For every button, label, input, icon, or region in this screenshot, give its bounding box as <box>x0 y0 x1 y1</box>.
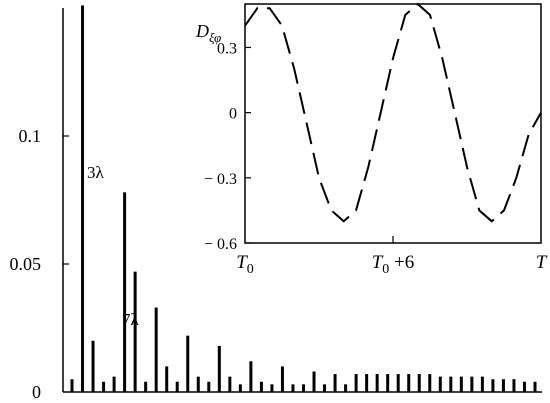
main-bar <box>396 374 400 392</box>
main-bar <box>480 376 484 392</box>
main-bar <box>386 374 390 392</box>
main-bar <box>417 374 421 392</box>
main-bar <box>291 384 295 392</box>
main-bar <box>375 374 379 392</box>
main-y-tick-label: 0.05 <box>10 254 42 274</box>
main-bar <box>144 381 148 392</box>
inset-y-label: Dξφ <box>195 21 221 45</box>
main-bar <box>133 271 137 392</box>
main-bar <box>165 366 169 392</box>
annotation-7-lambda: 7λ <box>122 310 140 329</box>
inset-x-tick-label: T <box>536 252 548 273</box>
main-bar <box>512 379 516 392</box>
main-bar <box>449 376 453 392</box>
main-bar <box>70 379 74 392</box>
inset-y-tick-label: − 0.6 <box>204 236 237 253</box>
main-bar <box>270 384 274 392</box>
main-bar-chart: 0 0.05 0.1 3λ 7λ <box>10 5 542 402</box>
main-y-tick-label: 0 <box>32 382 41 402</box>
main-bar <box>186 335 190 392</box>
inset-x-ticks: T0 T0 +6 T <box>236 236 548 277</box>
main-bar <box>175 381 179 392</box>
main-bar <box>333 374 337 392</box>
main-bar <box>302 384 305 392</box>
inset-frame <box>244 3 542 244</box>
main-bar <box>522 381 526 392</box>
main-bar <box>112 376 116 392</box>
main-bar <box>228 376 232 392</box>
inset-x-tick-label: T0 <box>236 252 254 277</box>
main-bars <box>70 5 537 392</box>
main-bar <box>470 376 474 392</box>
inset-x-tick-main: T <box>536 252 548 273</box>
inset-x-tick-suffix: +6 <box>389 252 414 273</box>
annotation-3-lambda: 3λ <box>87 163 105 182</box>
main-bar <box>407 374 411 392</box>
main-bar <box>491 379 495 392</box>
inset-x-tick-sub: 0 <box>247 262 254 277</box>
main-bar <box>438 376 442 392</box>
inset-y-tick-label: − 0.3 <box>204 171 237 188</box>
inset-x-tick-sub: 0 <box>382 262 389 277</box>
main-bar <box>344 384 348 392</box>
inset-x-tick-main: T <box>372 252 384 273</box>
main-y-ticks: 0 0.05 0.1 <box>10 126 69 402</box>
main-bar <box>354 374 358 392</box>
main-bar <box>280 366 284 392</box>
main-bar <box>459 376 463 392</box>
inset-y-label-sub: ξφ <box>209 30 221 45</box>
main-bar <box>102 381 106 392</box>
main-bar <box>259 381 263 392</box>
main-bar <box>365 374 369 392</box>
inset-line-chart: Dξφ 0.30− 0.3− 0.6 T0 T0 +6 T <box>195 2 548 277</box>
inset-series-line <box>244 2 542 223</box>
main-bar <box>238 384 242 392</box>
main-bar <box>91 340 95 392</box>
main-bar <box>323 384 327 392</box>
inset-x-tick-main: T <box>236 252 248 273</box>
inset-y-label-main: D <box>195 21 209 41</box>
main-bar <box>154 307 158 392</box>
main-bar <box>207 381 211 392</box>
main-bar <box>123 192 127 392</box>
main-bar <box>501 379 505 392</box>
inset-y-tick-label: 0 <box>229 106 237 123</box>
main-y-tick-label: 0.1 <box>19 126 42 146</box>
main-bar <box>249 361 253 392</box>
main-bar <box>533 381 537 392</box>
main-bar <box>312 371 316 392</box>
main-bar <box>196 376 200 392</box>
main-bar <box>428 374 432 392</box>
inset-x-tick-label: T0 +6 <box>372 252 415 277</box>
inset-y-ticks: 0.3 0 − 0.3 − 0.6 <box>204 40 251 253</box>
main-bar <box>217 345 221 392</box>
main-bar <box>81 5 85 392</box>
inset-y-tick-label: 0.3 <box>217 40 237 57</box>
